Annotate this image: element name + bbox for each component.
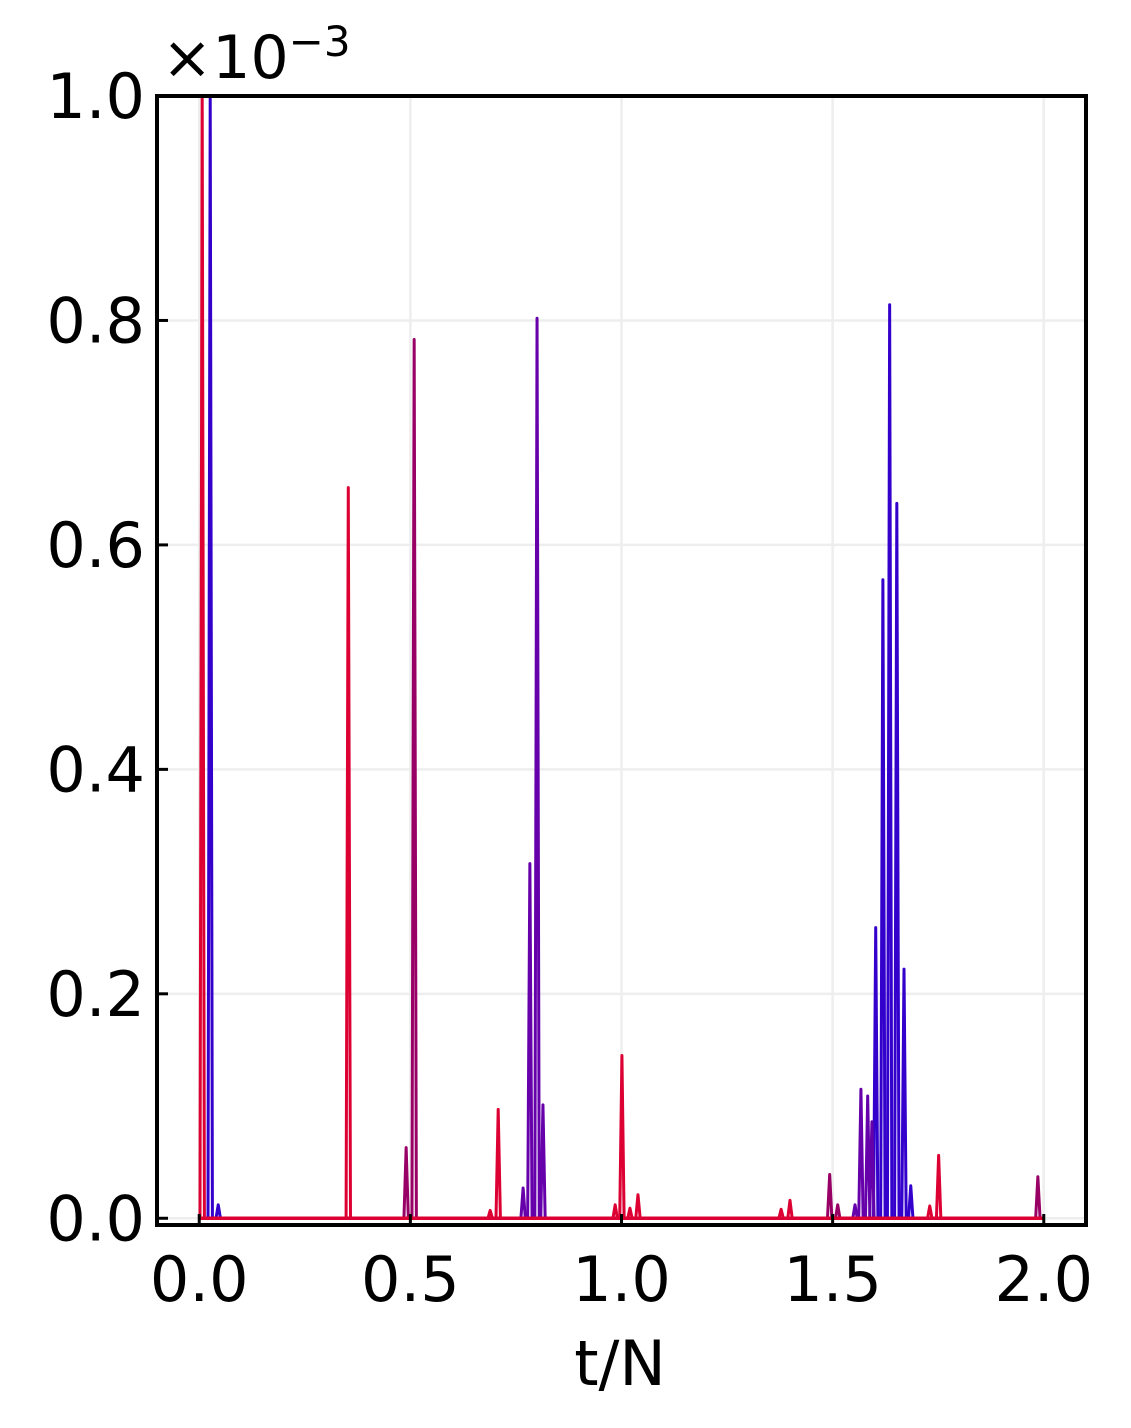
y-tick-label: 0.2 xyxy=(46,958,145,1031)
spike xyxy=(926,1204,934,1219)
spike xyxy=(344,486,352,1219)
spike xyxy=(402,1146,410,1219)
y-tick-label: 0.4 xyxy=(46,733,145,806)
spike xyxy=(934,1153,943,1219)
spike xyxy=(900,967,908,1219)
spike xyxy=(857,1087,865,1219)
y-tick-label: 0.6 xyxy=(46,509,145,582)
spike xyxy=(198,96,206,1219)
y-tick-label: 0.0 xyxy=(46,1182,145,1255)
offset-exponent: −3 xyxy=(289,17,351,66)
spike xyxy=(410,338,418,1219)
spike xyxy=(486,1208,494,1219)
spike xyxy=(834,1203,842,1219)
spike xyxy=(533,316,541,1219)
spike xyxy=(825,1172,834,1219)
x-tick-label: 0.0 xyxy=(150,1243,249,1316)
spike xyxy=(214,1203,222,1219)
offset-label: ×10−3 xyxy=(162,17,351,93)
spike xyxy=(206,96,214,1219)
spike xyxy=(786,1198,794,1219)
spike xyxy=(526,862,534,1219)
spike xyxy=(1034,1175,1042,1219)
x-tick-label: 1.5 xyxy=(783,1243,882,1316)
y-tick-label: 1.0 xyxy=(46,60,145,133)
x-tick-label: 2.0 xyxy=(994,1243,1093,1316)
axes: 0.0 0.5 1.0 1.5 2.0 0.0 0.2 0.4 0.6 0.8 1.0 xyxy=(46,60,1093,1316)
spike xyxy=(494,1107,502,1219)
spike xyxy=(893,501,901,1219)
y-tick-label: 0.8 xyxy=(46,284,145,357)
spike xyxy=(885,303,894,1219)
spike xyxy=(907,1184,915,1219)
x-axis-label: t/N xyxy=(574,1327,666,1400)
spike xyxy=(851,1203,859,1219)
spike xyxy=(868,1120,876,1219)
spike xyxy=(626,1206,634,1219)
plot-area xyxy=(198,96,1044,1221)
spike xyxy=(634,1193,642,1219)
x-tick-label: 0.5 xyxy=(361,1243,460,1316)
spike xyxy=(519,1186,527,1219)
spike xyxy=(872,926,880,1219)
x-tick-label: 1.0 xyxy=(572,1243,671,1316)
spike xyxy=(618,1054,626,1219)
spike xyxy=(777,1207,785,1219)
spike xyxy=(611,1203,619,1219)
offset-base: ×10 xyxy=(162,23,289,93)
spike xyxy=(539,1103,547,1219)
spike xyxy=(879,578,887,1219)
